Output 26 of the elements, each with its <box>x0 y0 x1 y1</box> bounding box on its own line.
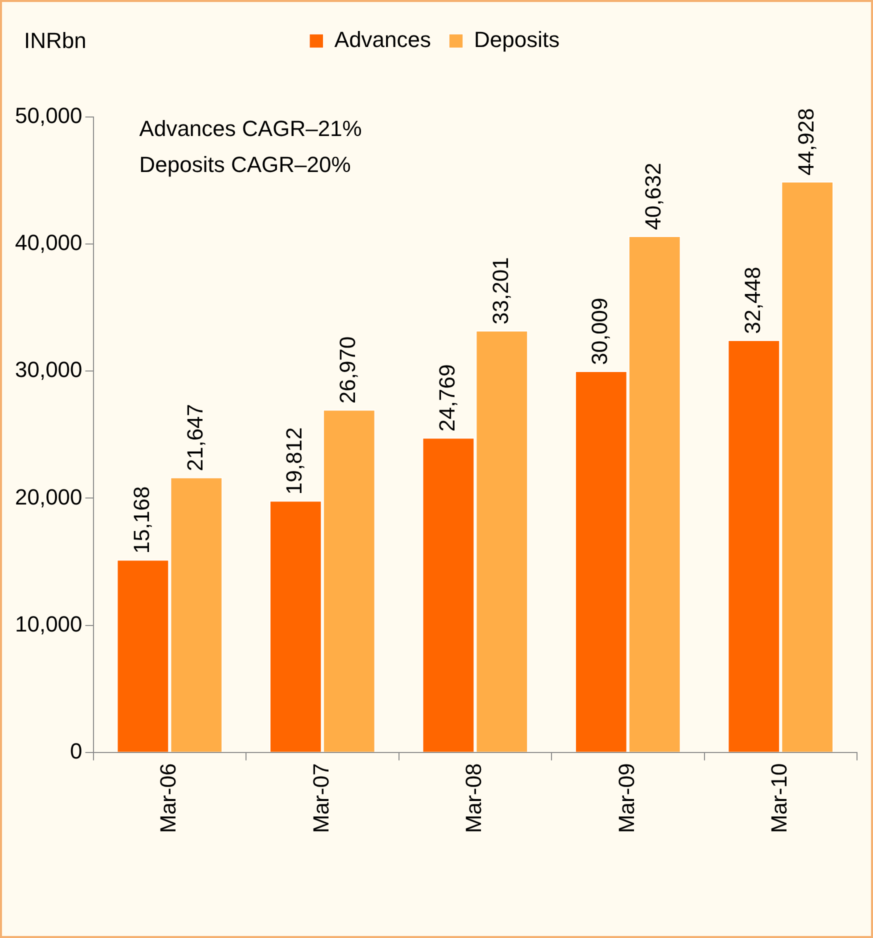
y-tick-label: 40,000 <box>14 230 82 256</box>
y-tick-label: 50,000 <box>14 103 82 128</box>
y-tick-label: 0 <box>70 738 82 764</box>
y-tick-label: 10,000 <box>14 611 82 636</box>
data-label: 32,448 <box>740 266 765 334</box>
legend-label: Advances <box>334 27 432 52</box>
data-label: 24,769 <box>434 364 460 432</box>
data-label: 15,168 <box>128 486 154 554</box>
x-tick-label: Mar-06 <box>156 763 181 834</box>
x-tick-label: Mar-09 <box>614 763 639 834</box>
y-tick-label: 20,000 <box>14 484 82 510</box>
x-tick-label: Mar-07 <box>308 763 334 834</box>
legend-label: Deposits <box>474 27 560 52</box>
annotation: Deposits CAGR–20% <box>139 152 351 178</box>
x-tick-label: Mar-10 <box>766 763 792 834</box>
data-label: 30,009 <box>587 298 612 366</box>
annotation: Advances CAGR–21% <box>139 116 362 142</box>
y-tick-label: 30,000 <box>14 357 82 382</box>
data-label: 21,647 <box>182 404 208 472</box>
data-label: 26,970 <box>335 336 360 404</box>
data-label: 44,928 <box>793 108 818 176</box>
y-axis-title: INRbn <box>24 28 86 54</box>
data-label: 19,812 <box>282 427 307 495</box>
x-tick-label: Mar-08 <box>461 763 486 834</box>
data-label: 33,201 <box>488 257 513 324</box>
data-label: 40,632 <box>640 162 666 230</box>
